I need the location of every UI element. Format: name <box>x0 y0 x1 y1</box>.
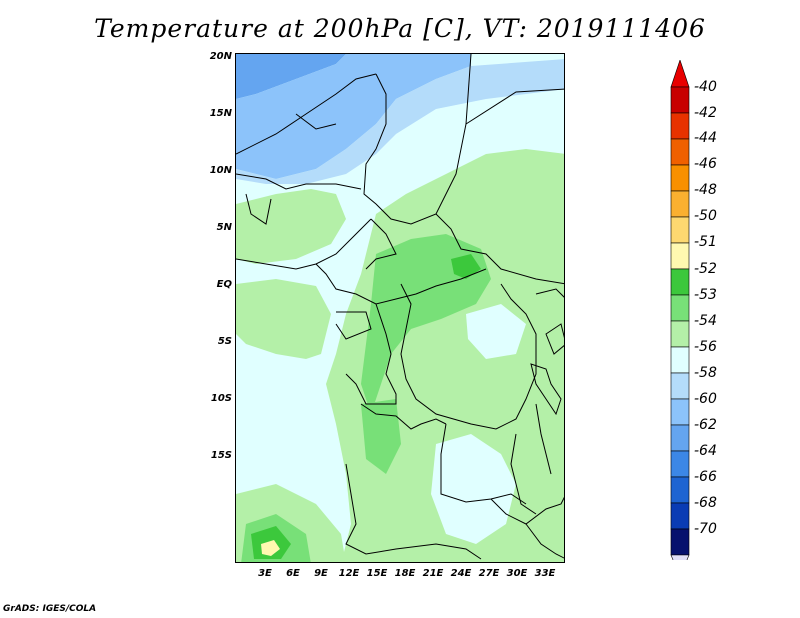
colorbar-label: -50 <box>694 208 717 224</box>
colorbar-label: -66 <box>694 469 717 485</box>
colorbar-segment <box>670 216 690 244</box>
colorbar-segment <box>670 268 690 296</box>
lat-label: 15S <box>210 450 232 461</box>
colorbar-label: -64 <box>694 443 717 459</box>
shade-pale-yellow <box>261 540 280 556</box>
colorbar-segment <box>670 424 690 452</box>
lon-label: 24E <box>450 568 472 579</box>
lat-label: 20N <box>209 51 232 62</box>
colorbar-label: -53 <box>694 287 717 303</box>
shade-green-south <box>361 399 401 474</box>
lat-label: 15N <box>209 108 232 119</box>
colorbar-segment <box>670 164 690 192</box>
shade-pale-pocket <box>431 434 516 544</box>
colorbar-segment <box>670 528 690 556</box>
colorbar-segment <box>670 346 690 374</box>
country-borders <box>236 54 564 560</box>
credit-text: GrADS: IGES/COLA <box>3 604 97 614</box>
lat-label: 5N <box>216 222 232 233</box>
lat-label: 10N <box>209 165 232 176</box>
colorbar-top-triangle <box>670 60 690 88</box>
chart-title: Temperature at 200hPa [C], VT: 201911140… <box>94 14 706 43</box>
colorbar-segment <box>670 86 690 114</box>
colorbar-label: -44 <box>694 130 717 146</box>
colorbar-label: -56 <box>694 339 717 355</box>
lon-label: 21E <box>422 568 444 579</box>
colorbar-segment <box>670 190 690 218</box>
lon-label: 12E <box>338 568 360 579</box>
colorbar-label: -52 <box>694 261 717 277</box>
lat-label: EQ <box>216 279 232 290</box>
colorbar-label: -68 <box>694 495 717 511</box>
colorbar-label: -40 <box>694 79 717 95</box>
shade-light-blue <box>236 59 564 184</box>
lon-label: 9E <box>314 568 328 579</box>
shade-light-green-coast <box>236 279 331 359</box>
colorbar-label: -51 <box>694 234 717 250</box>
colorbar-segment <box>670 242 690 270</box>
colorbar-segment <box>670 372 690 400</box>
colorbar-label: -70 <box>694 521 717 537</box>
colorbar-label: -58 <box>694 365 717 381</box>
colorbar-segment <box>670 112 690 140</box>
colorbar-label: -62 <box>694 417 717 433</box>
map-frame <box>235 53 565 563</box>
colorbar-label: -54 <box>694 313 717 329</box>
map-svg <box>236 54 564 562</box>
lon-label: 6E <box>286 568 300 579</box>
lat-label: 5S <box>217 336 232 347</box>
colorbar <box>670 60 690 560</box>
colorbar-segment <box>670 476 690 504</box>
lon-label: 15E <box>366 568 388 579</box>
lon-label: 33E <box>534 568 556 579</box>
colorbar-segment <box>670 294 690 322</box>
colorbar-segment <box>670 450 690 478</box>
shade-deep-blue <box>236 54 346 99</box>
colorbar-label: -48 <box>694 182 717 198</box>
shade-pale-pocket-2 <box>466 304 526 359</box>
lon-label: 27E <box>478 568 500 579</box>
colorbar-segment <box>670 138 690 166</box>
lon-label: 3E <box>258 568 272 579</box>
colorbar-label: -60 <box>694 391 717 407</box>
lon-label: 30E <box>506 568 528 579</box>
shade-blue <box>236 54 471 179</box>
shade-green-core <box>361 234 491 414</box>
lat-label: 10S <box>210 393 232 404</box>
shade-dark-green <box>451 254 481 279</box>
colorbar-segment <box>670 398 690 426</box>
colorbar-segment <box>670 502 690 530</box>
colorbar-label: -46 <box>694 156 717 172</box>
colorbar-bottom-triangle <box>670 554 690 560</box>
shade-light-green-west <box>236 189 346 264</box>
colorbar-segment <box>670 320 690 348</box>
lon-label: 18E <box>394 568 416 579</box>
colorbar-label: -42 <box>694 105 717 121</box>
